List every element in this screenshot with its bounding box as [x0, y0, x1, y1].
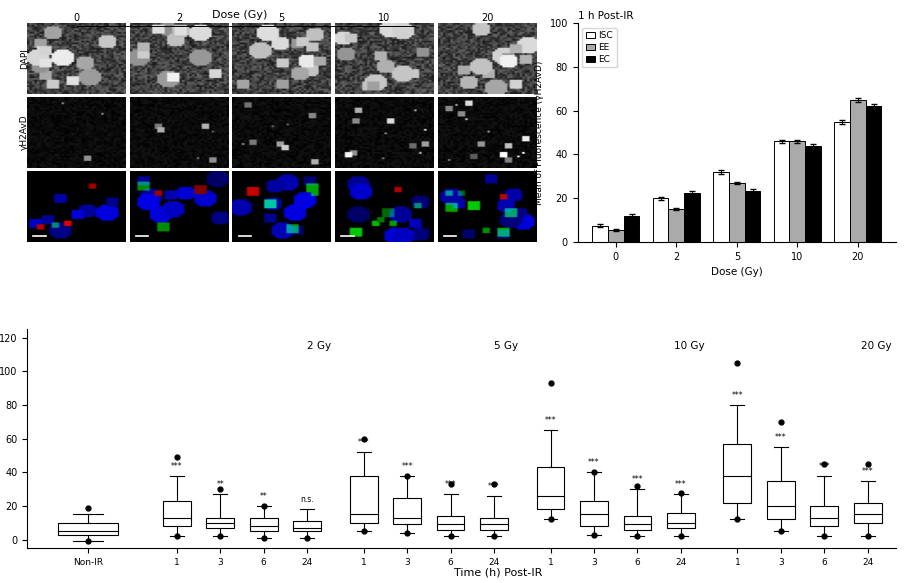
Bar [810, 506, 838, 526]
Text: Time (h) Post-IR: Time (h) Post-IR [453, 567, 542, 577]
Text: ***: *** [862, 467, 873, 476]
Y-axis label: Mean of Fluorescence (γH2AvD): Mean of Fluorescence (γH2AvD) [535, 61, 544, 205]
Bar [653, 198, 669, 242]
Text: ***: *** [444, 480, 456, 489]
Text: ***: *** [588, 458, 600, 468]
Bar [684, 193, 700, 242]
Bar [206, 518, 234, 528]
X-axis label: Dose (Gy): Dose (Gy) [711, 267, 763, 278]
Bar [293, 521, 321, 531]
Text: 1 h Post-IR: 1 h Post-IR [577, 11, 633, 21]
Bar [713, 172, 729, 242]
Bar [580, 501, 608, 526]
Y-axis label: DAPI: DAPI [20, 48, 29, 69]
Bar [834, 122, 850, 242]
Bar [767, 481, 795, 519]
Title: 5: 5 [279, 13, 285, 23]
Text: ***: *** [171, 462, 183, 470]
Bar [669, 209, 684, 242]
Text: n.s.: n.s. [300, 496, 314, 504]
Bar [437, 516, 464, 529]
Text: **: ** [260, 492, 268, 501]
Text: 20 Gy: 20 Gy [861, 341, 891, 351]
Bar [667, 512, 695, 528]
Bar [805, 146, 821, 242]
Text: ***: *** [775, 433, 786, 442]
Text: 5 Gy: 5 Gy [494, 341, 518, 351]
Text: ***: *** [545, 416, 557, 425]
Bar [866, 107, 881, 242]
Bar [774, 142, 789, 242]
Text: ***: *** [632, 475, 643, 484]
Bar [723, 444, 751, 503]
Bar [394, 497, 421, 525]
Text: **: ** [216, 480, 224, 489]
Bar [592, 226, 608, 242]
Title: 2: 2 [176, 13, 182, 23]
Bar [537, 468, 565, 510]
Bar [624, 516, 652, 529]
Bar [729, 183, 745, 242]
Bar [481, 518, 508, 529]
Bar [349, 476, 377, 523]
Bar [850, 100, 866, 242]
Text: ***: *** [357, 438, 369, 447]
Y-axis label: γH2AvD: γH2AvD [20, 115, 29, 150]
Bar [745, 191, 760, 242]
Bar [853, 503, 881, 523]
Bar [163, 501, 191, 526]
Bar [608, 230, 624, 242]
Text: Dose (Gy): Dose (Gy) [212, 10, 268, 20]
Bar [58, 523, 118, 535]
Text: ***: *** [731, 391, 743, 400]
Text: 10 Gy: 10 Gy [674, 341, 705, 351]
Text: ***: *** [818, 462, 830, 470]
Bar [789, 142, 805, 242]
Bar [250, 518, 278, 531]
Text: 2 Gy: 2 Gy [307, 341, 331, 351]
Bar [624, 216, 640, 242]
Title: 10: 10 [378, 13, 390, 23]
Legend: ISC, EE, EC: ISC, EE, EC [582, 28, 616, 68]
Text: ***: *** [488, 482, 500, 491]
Title: 0: 0 [73, 13, 80, 23]
Text: ***: *** [401, 462, 413, 470]
Title: 20: 20 [481, 13, 493, 23]
Text: ***: *** [675, 480, 687, 489]
